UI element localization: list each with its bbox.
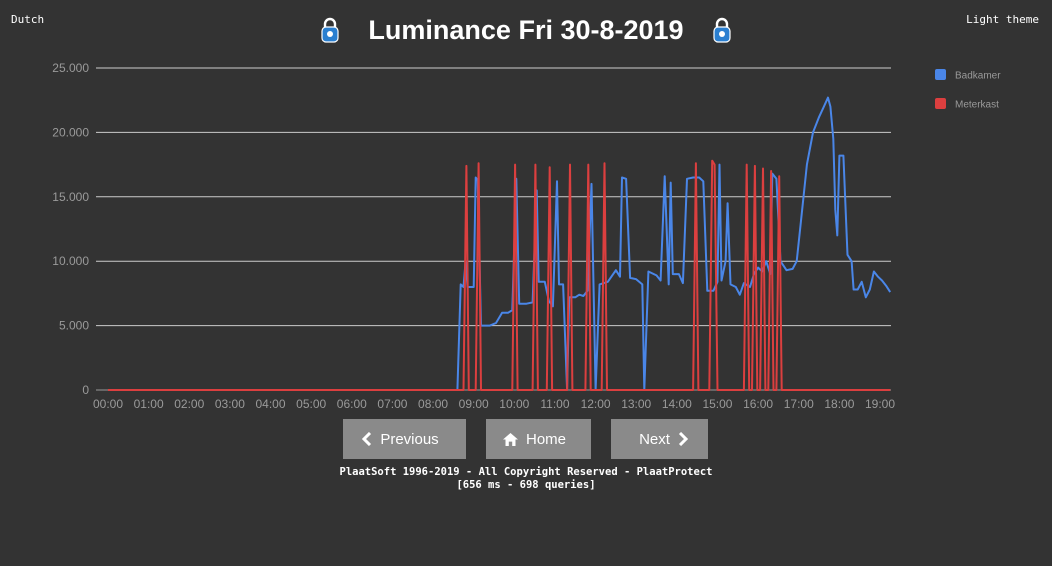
next-label: Next [639,430,670,448]
y-tick-label: 15.000 [52,190,89,204]
y-tick-label: 20.000 [52,125,89,139]
x-tick-label: 13:00 [621,397,651,411]
x-tick-label: 16:00 [743,397,773,411]
x-tick-label: 19:00 [865,397,895,411]
x-tick-label: 02:00 [174,397,204,411]
x-tick-label: 08:00 [418,397,448,411]
x-tick-label: 01:00 [134,397,164,411]
x-tick-label: 12:00 [581,397,611,411]
x-tick-label: 03:00 [215,397,245,411]
x-tick-label: 18:00 [824,397,854,411]
x-tick-label: 05:00 [296,397,326,411]
y-tick-label: 25.000 [52,61,89,75]
chevron-right-icon [678,432,688,446]
legend-label-meterkast[interactable]: Meterkast [955,100,999,111]
x-tick-label: 11:00 [540,397,569,411]
home-button[interactable]: Home [486,419,591,459]
home-label: Home [525,430,566,448]
y-tick-label: 5.000 [59,319,89,333]
next-button[interactable]: Next [611,419,708,459]
y-tick-label: 10.000 [52,254,89,268]
legend-label-badkamer[interactable]: Badkamer [955,71,1001,82]
series-line-badkamer [108,96,892,391]
x-tick-label: 00:00 [93,397,123,411]
x-tick-label: 04:00 [256,397,286,411]
legend-swatch-meterkast [935,98,946,109]
legend-swatch-badkamer [935,69,946,80]
previous-button[interactable]: Previous [343,419,466,459]
x-tick-label: 14:00 [662,397,692,411]
home-icon [502,432,518,446]
luminance-chart: 0 5.000 10.000 15.000 20.000 25.000 00:00 01:0… [52,61,1001,411]
x-tick-label: 15:00 [702,397,732,411]
previous-label: Previous [380,430,439,448]
language-link[interactable]: Dutch [11,13,45,26]
chevron-left-icon [362,432,372,446]
title-row: Luminance Fri 30-8-2019 [0,12,1052,48]
series-lines [108,96,892,391]
x-tick-label: 07:00 [377,397,407,411]
copyright-text: PlaatSoft 1996-2019 - All Copyright Rese… [339,466,713,478]
x-axis-ticks: 00:00 01:00 02:00 03:00 04:00 05:00 06:00 07:00… [93,397,895,411]
x-tick-label: 17:00 [784,397,814,411]
y-tick-label: 0 [82,383,89,397]
lock-icon-left[interactable] [320,17,340,43]
lock-icon-right[interactable] [712,17,732,43]
page-title: Luminance Fri 30-8-2019 [368,14,684,45]
x-tick-label: 06:00 [337,397,367,411]
theme-toggle-link[interactable]: Light theme [966,13,1039,26]
x-tick-label: 09:00 [459,397,489,411]
series-line-meterkast [108,159,891,391]
query-stats: [656 ms - 698 queries] [456,479,596,491]
legend: Badkamer Meterkast [935,69,1001,111]
x-tick-label: 10:00 [499,397,529,411]
footer: PlaatSoft 1996-2019 - All Copyright Rese… [0,466,1052,492]
y-axis-ticks: 0 5.000 10.000 15.000 20.000 25.000 [52,61,89,397]
